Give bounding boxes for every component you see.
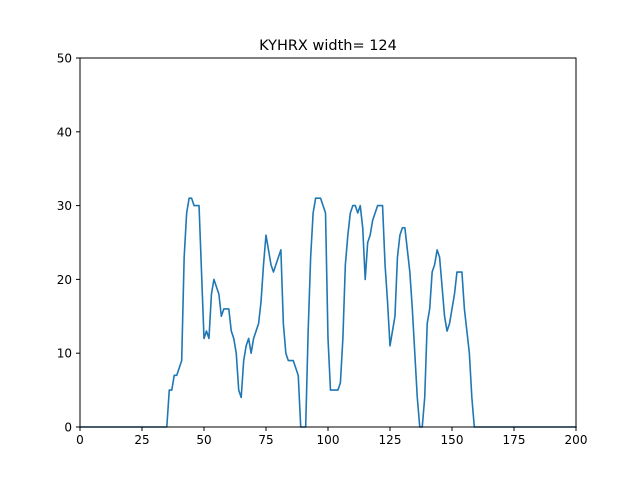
x-tick-label: 25 — [134, 433, 149, 447]
y-tick-label: 40 — [57, 125, 72, 139]
axes: 0 25 50 75 100 125 150 175 200 0 10 20 30 40 50 — [57, 52, 588, 448]
plot-area — [79, 197, 577, 428]
y-tick-label: 30 — [57, 199, 72, 213]
x-tick-label: 0 — [76, 433, 84, 447]
x-tick-label: 150 — [441, 433, 464, 447]
x-tick-label: 75 — [258, 433, 273, 447]
chart-title: KYHRX width= 124 — [259, 38, 397, 54]
x-tick-label: 125 — [379, 433, 402, 447]
y-tick-label: 10 — [57, 347, 72, 361]
x-tick-label: 200 — [565, 433, 588, 447]
y-tick-label: 20 — [57, 273, 72, 287]
x-tick-label: 50 — [196, 433, 211, 447]
y-tick-label: 0 — [64, 421, 72, 435]
series-line-0 — [79, 197, 577, 428]
x-tick-label: 175 — [503, 433, 526, 447]
y-tick-label: 50 — [57, 52, 72, 66]
x-tick-label: 100 — [317, 433, 340, 447]
